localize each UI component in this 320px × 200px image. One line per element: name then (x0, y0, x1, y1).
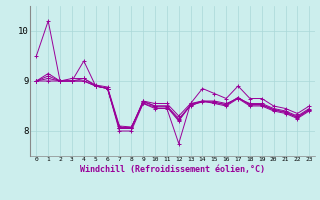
X-axis label: Windchill (Refroidissement éolien,°C): Windchill (Refroidissement éolien,°C) (80, 165, 265, 174)
